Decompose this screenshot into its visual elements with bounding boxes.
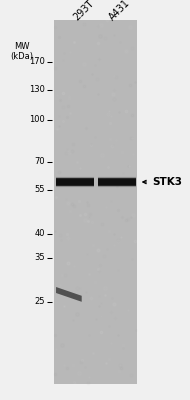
Bar xyxy=(56,181,94,183)
Bar xyxy=(98,180,136,184)
Text: 25: 25 xyxy=(34,298,45,306)
Text: 35: 35 xyxy=(34,254,45,262)
Bar xyxy=(98,181,136,183)
Text: 100: 100 xyxy=(29,116,45,124)
Bar xyxy=(56,180,94,184)
Bar xyxy=(98,177,136,187)
Bar xyxy=(56,178,94,186)
Bar xyxy=(56,178,94,186)
Bar xyxy=(56,177,94,187)
Bar xyxy=(54,20,137,384)
Text: 70: 70 xyxy=(34,158,45,166)
Text: 130: 130 xyxy=(29,86,45,94)
Bar xyxy=(98,176,136,188)
Text: 40: 40 xyxy=(34,230,45,238)
Bar xyxy=(98,180,136,184)
Bar xyxy=(56,179,94,185)
Bar xyxy=(56,180,94,184)
Bar xyxy=(98,179,136,185)
Bar xyxy=(98,180,136,184)
Bar xyxy=(98,178,136,186)
Bar xyxy=(98,178,136,186)
Bar xyxy=(56,180,94,184)
Text: STK3: STK3 xyxy=(152,177,182,187)
Text: 170: 170 xyxy=(29,58,45,66)
Text: A431: A431 xyxy=(107,0,132,22)
Bar xyxy=(56,176,94,188)
Text: 55: 55 xyxy=(34,186,45,194)
Bar xyxy=(56,178,94,186)
Text: 293T: 293T xyxy=(72,0,96,22)
Polygon shape xyxy=(56,287,82,302)
Text: MW
(kDa): MW (kDa) xyxy=(10,42,33,61)
Bar xyxy=(98,178,136,186)
